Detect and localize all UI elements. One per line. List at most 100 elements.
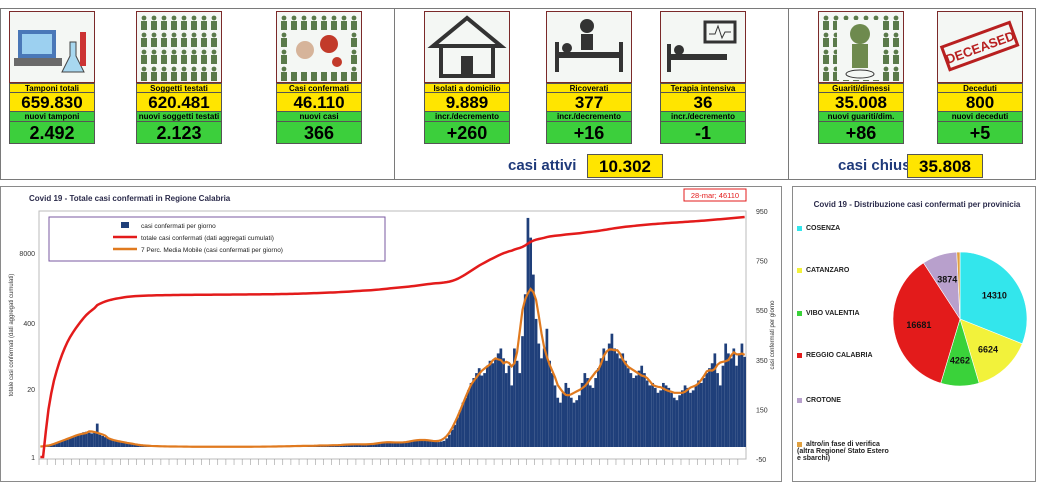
pie-legend-entry: CATANZARO	[797, 267, 893, 274]
daily-cases-bar	[434, 441, 438, 447]
daily-cases-bar	[85, 431, 88, 447]
header-panel	[0, 8, 1036, 180]
daily-cases-bar	[713, 353, 717, 447]
legend-entry: 7 Perc. Media Mobile (casi confermati pe…	[141, 247, 283, 254]
daily-cases-bar	[90, 433, 94, 447]
daily-cases-bar	[637, 370, 641, 447]
daily-cases-bar	[353, 444, 356, 447]
daily-cases-bar	[93, 432, 96, 447]
legend-label: altro/in fase di verifica (altra Regione…	[797, 441, 889, 462]
card-sublabel: nuovi casi	[276, 112, 362, 122]
pie-slice-label: 3874	[937, 274, 957, 284]
right-axis-label: casi confermati per giorno	[770, 300, 776, 370]
card-subvalue: 2.123	[136, 122, 222, 144]
daily-cases-bar	[743, 356, 746, 447]
daily-cases-bar	[653, 387, 657, 447]
right-tick-label: -50	[756, 457, 766, 464]
daily-cases-bar	[618, 358, 622, 447]
daily-cases-bar	[112, 440, 115, 447]
daily-cases-bar	[680, 390, 684, 447]
daily-cases-bar	[691, 390, 695, 447]
daily-cases-bar	[391, 442, 394, 447]
daily-cases-bar	[415, 440, 419, 447]
daily-cases-bar	[350, 444, 354, 447]
daily-cases-bar	[735, 365, 738, 447]
daily-cases-bar	[407, 441, 411, 447]
pie-slice	[959, 318, 1023, 384]
pie-slice-label: 16681	[906, 320, 931, 330]
daily-cases-bar	[79, 433, 83, 447]
daily-cases-bar	[615, 353, 619, 447]
daily-cases-bar	[724, 343, 728, 447]
daily-cases-bar	[610, 333, 614, 447]
icu-bed-icon	[660, 11, 746, 83]
daily-cases-bar	[66, 438, 69, 447]
daily-cases-bar	[659, 390, 663, 447]
daily-cases-bar	[708, 368, 711, 447]
daily-cases-bar	[513, 348, 516, 447]
card-subvalue: 366	[276, 122, 362, 144]
daily-cases-bar	[101, 435, 105, 447]
daily-cases-bar	[721, 365, 725, 447]
closed-cases-label: casi chiusi	[838, 157, 915, 174]
daily-cases-bar	[448, 434, 451, 447]
daily-cases-bar	[561, 392, 565, 447]
cumulative-cases-line	[40, 215, 745, 459]
daily-cases-bar	[515, 360, 519, 447]
daily-cases-bar	[57, 442, 61, 447]
daily-cases-bar	[383, 442, 386, 447]
pie-slice	[959, 251, 1028, 345]
daily-cases-bar	[594, 378, 598, 447]
card-terapia: Terapia intensiva 36 incr./decremento -1	[660, 11, 746, 144]
card-label: Tamponi totali	[9, 83, 95, 93]
right-tick-label: 350	[756, 358, 768, 365]
pie-legend-entry: altro/in fase di verifica (altra Regione…	[797, 441, 893, 462]
daily-cases-bar	[523, 294, 527, 447]
daily-cases-bar	[675, 400, 679, 447]
right-tick-label: 550	[756, 308, 768, 315]
endpoint-annotation-box	[683, 188, 747, 202]
hospital-bed-icon	[546, 11, 632, 83]
legend-swatch	[797, 310, 802, 316]
daily-cases-bar	[98, 434, 102, 447]
daily-cases-bar	[651, 382, 654, 447]
legend-box	[48, 216, 386, 262]
header-divider	[394, 8, 395, 180]
left-tick-label: 8000	[19, 251, 35, 258]
daily-cases-bar	[488, 360, 492, 447]
main-chart-title: Covid 19 - Totale casi confermati in Reg…	[29, 194, 231, 203]
daily-cases-bar	[716, 373, 719, 447]
card-sublabel: incr./decremento	[424, 112, 510, 122]
card-subvalue: 2.492	[9, 122, 95, 144]
daily-cases-bar	[445, 438, 449, 447]
daily-cases-bar	[477, 368, 481, 447]
card-sublabel: nuovi deceduti	[937, 112, 1023, 122]
daily-cases-bar	[664, 385, 668, 447]
pie-slice-label: 359	[951, 249, 966, 251]
card-sublabel: nuovi guariti/dim.	[818, 112, 904, 122]
daily-cases-bar	[572, 402, 576, 447]
card-soggetti: Soggetti testati 620.481 nuovi soggetti …	[136, 11, 222, 144]
daily-cases-bar	[396, 443, 400, 447]
daily-cases-bar	[76, 435, 80, 447]
daily-cases-bar	[626, 368, 630, 447]
recovered-person-icon	[818, 11, 904, 83]
daily-cases-bar	[437, 442, 440, 447]
daily-cases-bar	[87, 432, 91, 447]
daily-cases-bar	[418, 439, 421, 447]
daily-cases-bar	[74, 435, 77, 447]
pie-slice-label: 6624	[978, 345, 998, 355]
daily-cases-bar	[689, 392, 692, 447]
pie-legend-entry: COSENZA	[797, 225, 893, 232]
right-tick-label: 950	[756, 209, 768, 216]
card-sublabel: incr./decremento	[660, 112, 746, 122]
daily-cases-bar	[345, 444, 348, 447]
card-ricoverati: Ricoverati 377 incr./decremento +16	[546, 11, 632, 144]
deceased-stamp-icon: DECEASED	[937, 11, 1023, 83]
daily-cases-bar	[599, 358, 603, 447]
daily-cases-bar	[510, 385, 514, 447]
daily-cases-bar	[578, 395, 581, 447]
daily-cases-bar	[499, 348, 503, 447]
daily-cases-bar	[442, 440, 446, 447]
daily-cases-bar	[122, 441, 126, 447]
